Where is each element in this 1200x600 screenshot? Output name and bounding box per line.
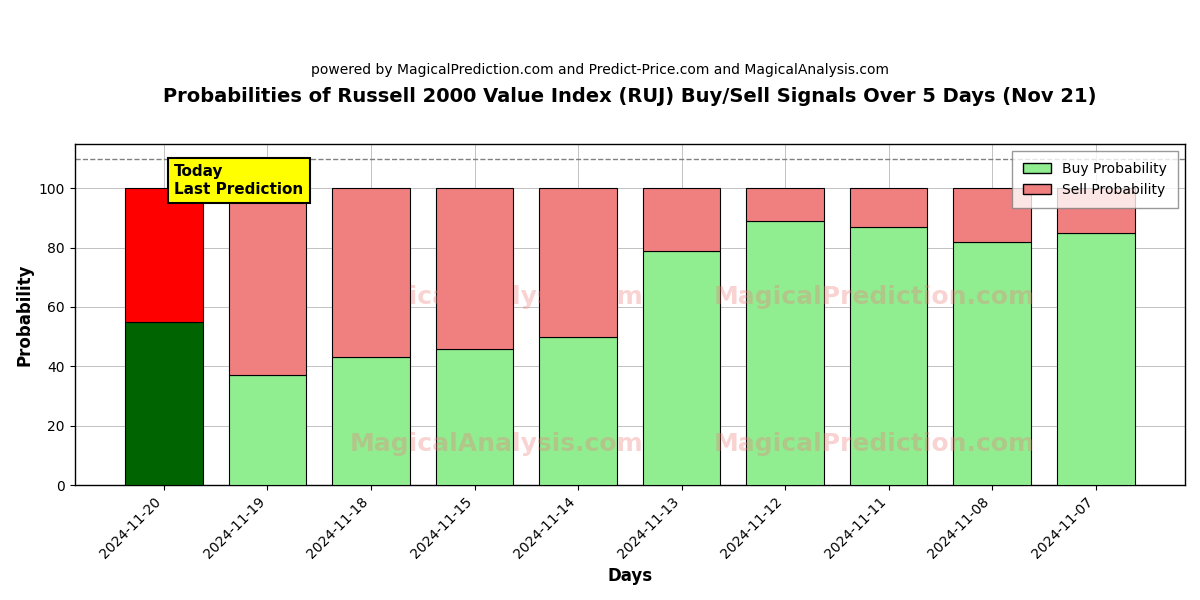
Bar — [643, 188, 720, 251]
Bar — [643, 251, 720, 485]
Bar — [1057, 188, 1134, 233]
Bar — [953, 242, 1031, 485]
Bar — [229, 188, 306, 375]
Text: MagicalAnalysis.com: MagicalAnalysis.com — [349, 286, 643, 310]
Bar — [746, 221, 824, 485]
Text: MagicalPrediction.com: MagicalPrediction.com — [714, 432, 1034, 456]
Y-axis label: Probability: Probability — [16, 263, 34, 365]
Bar — [1057, 233, 1134, 485]
Text: MagicalAnalysis.com: MagicalAnalysis.com — [349, 432, 643, 456]
Legend: Buy Probability, Sell Probability: Buy Probability, Sell Probability — [1012, 151, 1178, 208]
Bar — [850, 227, 928, 485]
Bar — [125, 322, 203, 485]
Bar — [332, 358, 410, 485]
Bar — [125, 188, 203, 322]
Bar — [539, 337, 617, 485]
Text: MagicalPrediction.com: MagicalPrediction.com — [714, 286, 1034, 310]
Bar — [436, 188, 514, 349]
Title: Probabilities of Russell 2000 Value Index (RUJ) Buy/Sell Signals Over 5 Days (No: Probabilities of Russell 2000 Value Inde… — [163, 87, 1097, 106]
Bar — [850, 188, 928, 227]
Bar — [539, 188, 617, 337]
Bar — [746, 188, 824, 221]
Bar — [229, 375, 306, 485]
Text: Today
Last Prediction: Today Last Prediction — [174, 164, 304, 197]
Bar — [332, 188, 410, 358]
Bar — [953, 188, 1031, 242]
Bar — [436, 349, 514, 485]
Text: powered by MagicalPrediction.com and Predict-Price.com and MagicalAnalysis.com: powered by MagicalPrediction.com and Pre… — [311, 63, 889, 77]
X-axis label: Days: Days — [607, 567, 653, 585]
